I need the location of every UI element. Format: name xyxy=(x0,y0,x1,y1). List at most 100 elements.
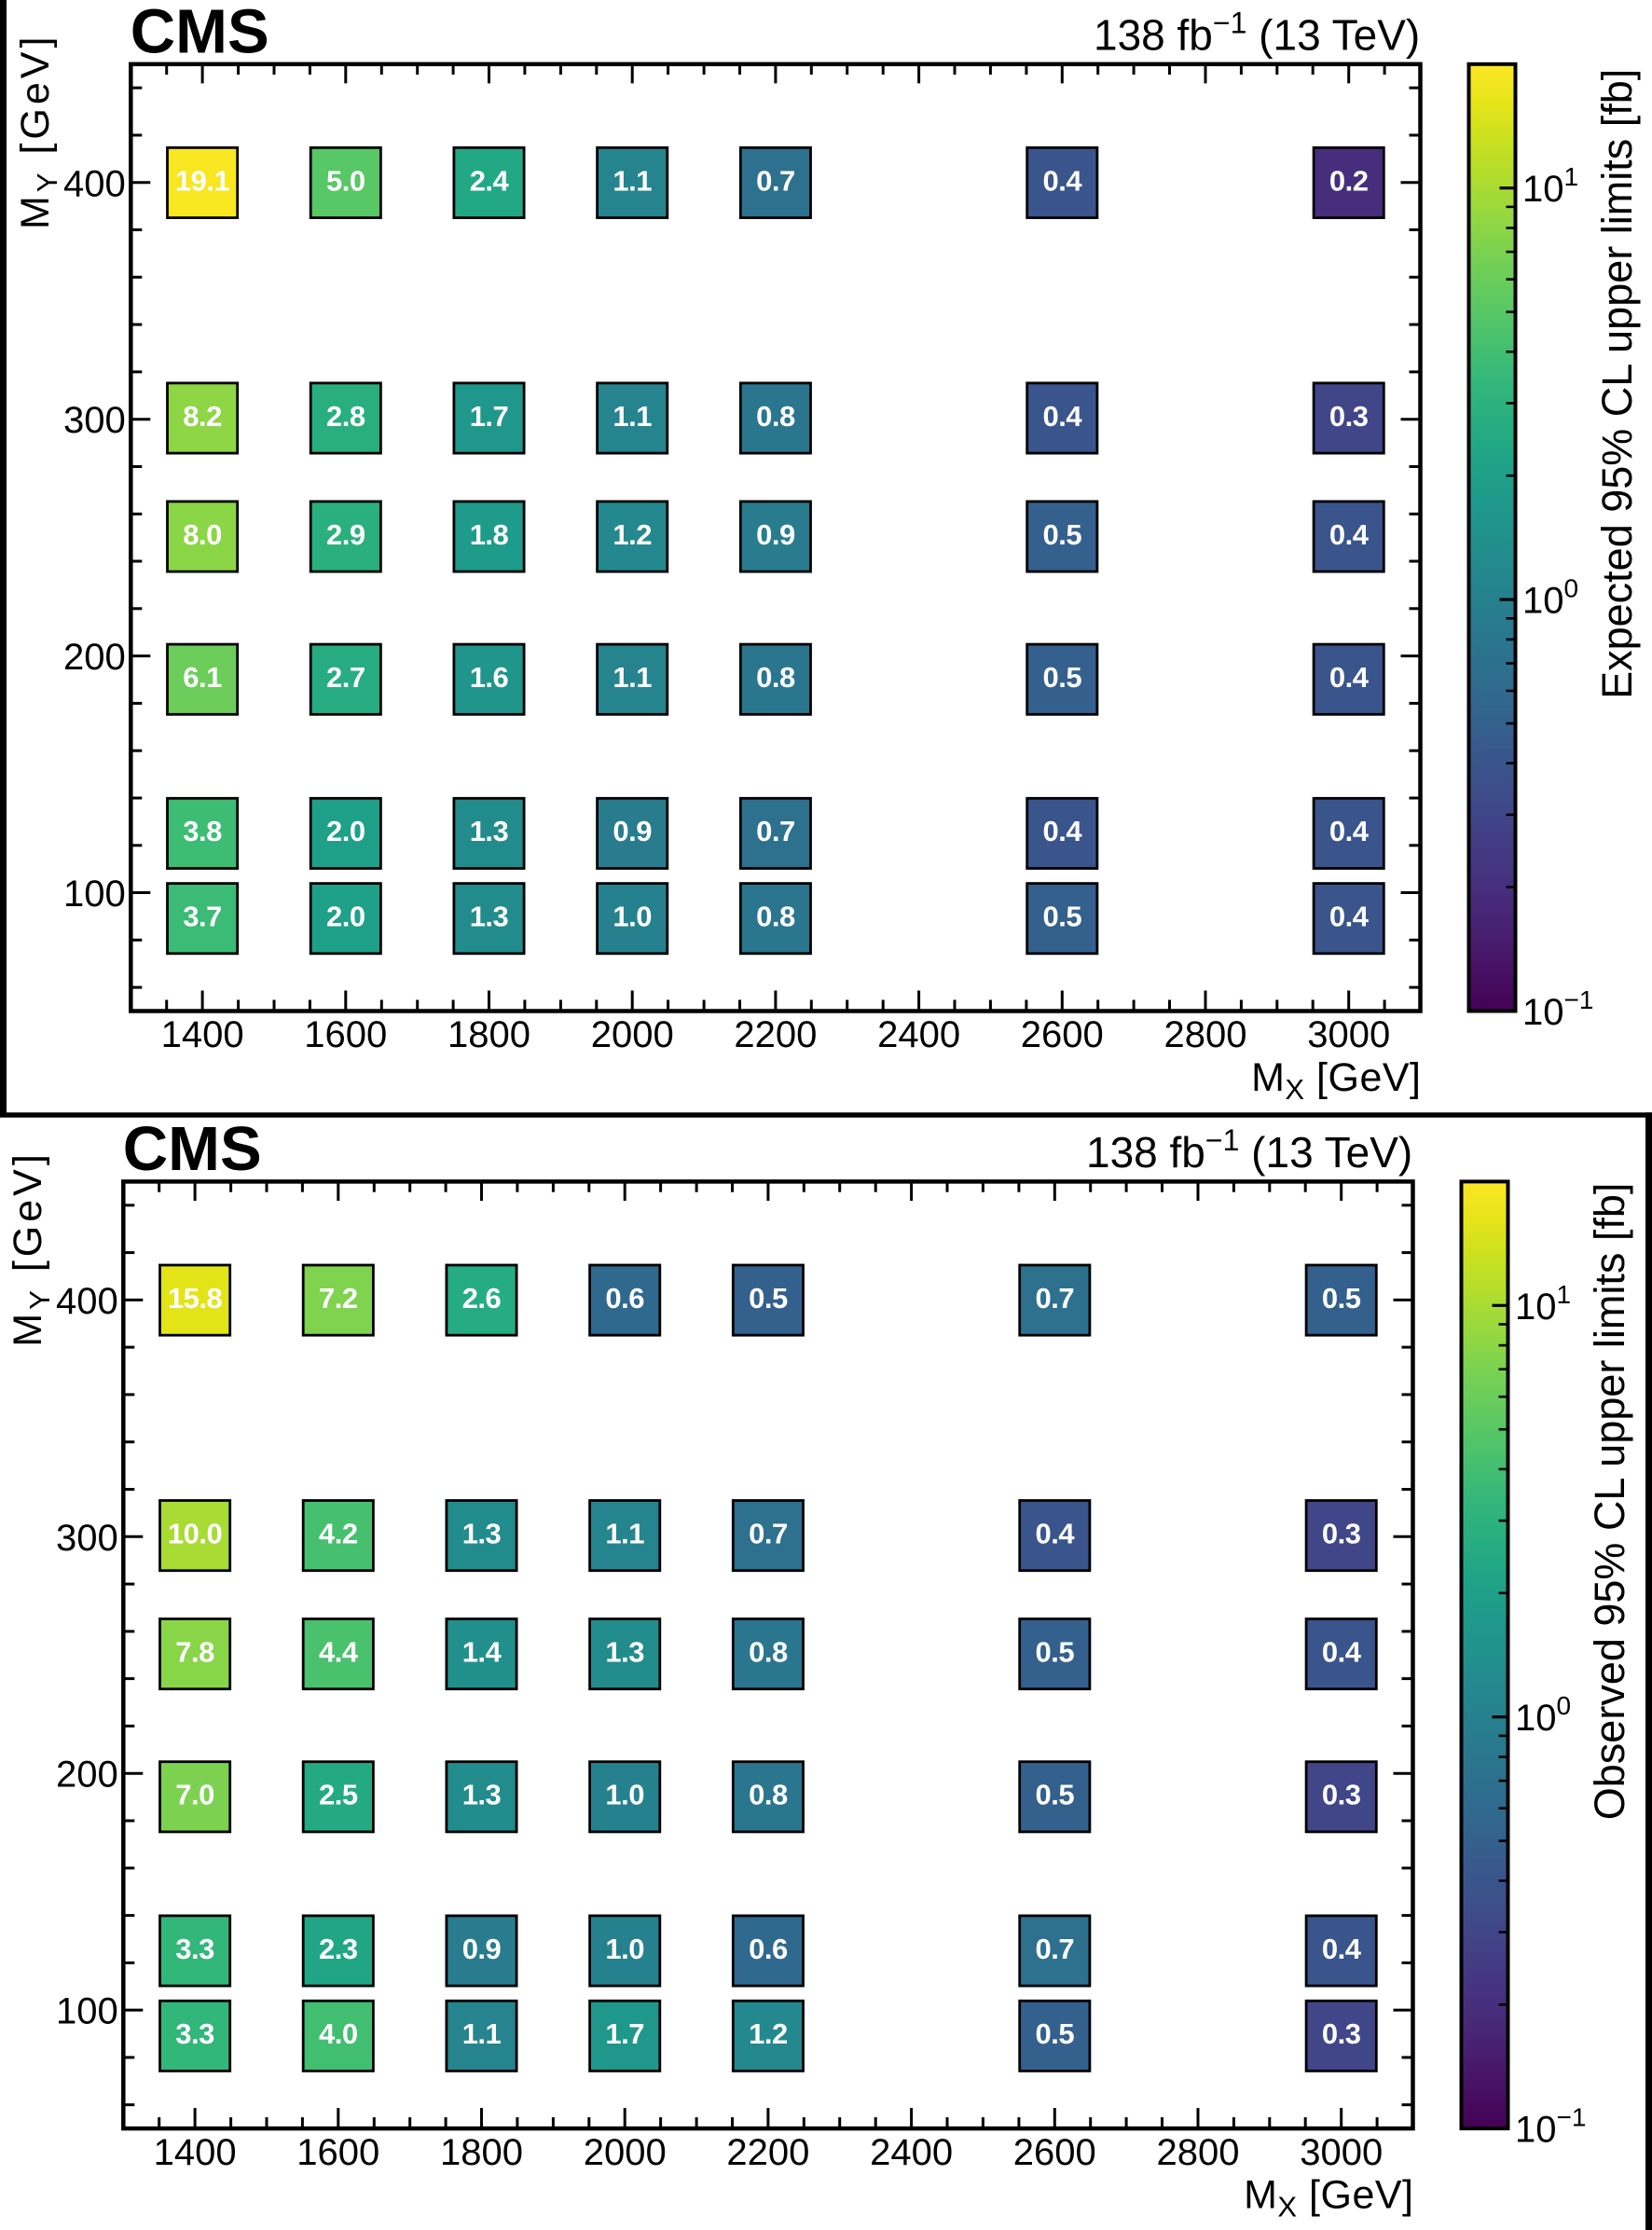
svg-text:300: 300 xyxy=(63,400,126,441)
svg-text:0.4: 0.4 xyxy=(1329,518,1370,551)
svg-text:1.3: 1.3 xyxy=(470,901,509,933)
svg-text:10.0: 10.0 xyxy=(168,1517,222,1549)
svg-text:8.2: 8.2 xyxy=(183,400,222,433)
svg-text:0.8: 0.8 xyxy=(749,1779,788,1811)
svg-text:0.3: 0.3 xyxy=(1322,2017,1361,2050)
svg-text:1600: 1600 xyxy=(296,2132,379,2173)
svg-text:1.3: 1.3 xyxy=(462,1517,502,1549)
svg-text:0.5: 0.5 xyxy=(1042,661,1081,694)
svg-text:0.3: 0.3 xyxy=(1322,1517,1361,1549)
svg-text:7.0: 7.0 xyxy=(175,1779,214,1811)
svg-text:Observed 95% CL upper limits [: Observed 95% CL upper limits [fb] xyxy=(1586,1183,1633,1821)
svg-text:1400: 1400 xyxy=(154,2132,237,2173)
svg-text:8.0: 8.0 xyxy=(183,518,222,551)
svg-text:0.8: 0.8 xyxy=(756,901,795,933)
svg-text:19.1: 19.1 xyxy=(175,164,230,197)
svg-text:400: 400 xyxy=(56,1281,118,1322)
svg-text:2.4: 2.4 xyxy=(470,164,510,197)
svg-text:3000: 3000 xyxy=(1307,1014,1390,1055)
svg-text:1.4: 1.4 xyxy=(462,1635,502,1668)
svg-text:1.0: 1.0 xyxy=(605,1779,644,1811)
svg-text:2800: 2800 xyxy=(1164,1014,1247,1055)
svg-text:4.2: 4.2 xyxy=(319,1517,358,1549)
svg-text:2.5: 2.5 xyxy=(319,1779,358,1811)
svg-text:138 fb−1 (13 TeV): 138 fb−1 (13 TeV) xyxy=(1086,1123,1412,1177)
svg-text:1.1: 1.1 xyxy=(613,164,652,197)
svg-text:Expected 95% CL upper limits [: Expected 95% CL upper limits [fb] xyxy=(1593,69,1641,699)
svg-text:2800: 2800 xyxy=(1157,2132,1240,2173)
svg-text:0.8: 0.8 xyxy=(756,661,795,694)
svg-text:1.1: 1.1 xyxy=(613,661,652,694)
svg-text:2400: 2400 xyxy=(877,1014,960,1055)
svg-text:0.2: 0.2 xyxy=(1329,164,1369,197)
svg-text:1600: 1600 xyxy=(304,1014,387,1055)
svg-text:1.0: 1.0 xyxy=(613,901,652,933)
svg-text:0.3: 0.3 xyxy=(1322,1779,1361,1811)
svg-text:0.8: 0.8 xyxy=(756,400,795,433)
svg-text:0.5: 0.5 xyxy=(1035,1779,1074,1811)
svg-text:1.3: 1.3 xyxy=(470,815,509,847)
svg-text:2.0: 2.0 xyxy=(326,901,365,933)
svg-text:0.7: 0.7 xyxy=(756,815,795,847)
svg-text:2.3: 2.3 xyxy=(319,1933,358,1965)
svg-text:4.0: 4.0 xyxy=(319,2017,358,2050)
svg-text:CMS: CMS xyxy=(123,1114,262,1184)
svg-text:1800: 1800 xyxy=(447,1014,530,1055)
svg-text:2.8: 2.8 xyxy=(326,400,365,433)
svg-text:0.8: 0.8 xyxy=(749,1635,788,1668)
svg-text:MX [GeV]: MX [GeV] xyxy=(1251,1055,1421,1106)
svg-text:7.2: 7.2 xyxy=(319,1282,358,1315)
svg-text:0.6: 0.6 xyxy=(749,1933,788,1965)
svg-text:MY [GeV]: MY [GeV] xyxy=(13,34,63,229)
svg-text:200: 200 xyxy=(56,1755,118,1796)
svg-text:0.4: 0.4 xyxy=(1329,661,1370,694)
svg-text:0.5: 0.5 xyxy=(1042,518,1081,551)
svg-text:0.5: 0.5 xyxy=(1042,901,1081,933)
svg-text:15.8: 15.8 xyxy=(168,1282,223,1315)
svg-text:2200: 2200 xyxy=(726,2132,809,2173)
svg-text:0.3: 0.3 xyxy=(1329,400,1369,433)
svg-text:0.4: 0.4 xyxy=(1042,400,1082,433)
svg-text:2.9: 2.9 xyxy=(326,518,365,551)
svg-text:6.1: 6.1 xyxy=(183,661,222,694)
svg-text:2400: 2400 xyxy=(870,2132,953,2173)
svg-text:1.2: 1.2 xyxy=(749,2017,788,2050)
svg-text:1.7: 1.7 xyxy=(470,400,509,433)
svg-text:0.9: 0.9 xyxy=(756,518,795,551)
svg-text:1.1: 1.1 xyxy=(462,2017,502,2050)
svg-text:0.5: 0.5 xyxy=(1035,2017,1074,2050)
svg-text:0.7: 0.7 xyxy=(749,1517,788,1549)
svg-text:1.7: 1.7 xyxy=(605,2017,644,2050)
svg-text:3.3: 3.3 xyxy=(175,2017,214,2050)
svg-text:1800: 1800 xyxy=(440,2132,523,2173)
svg-text:2600: 2600 xyxy=(1013,2132,1096,2173)
svg-text:0.9: 0.9 xyxy=(613,815,652,847)
svg-text:1.1: 1.1 xyxy=(605,1517,644,1549)
svg-text:200: 200 xyxy=(63,637,126,678)
svg-text:0.5: 0.5 xyxy=(1035,1635,1074,1668)
svg-text:1.8: 1.8 xyxy=(470,518,509,551)
svg-text:1.1: 1.1 xyxy=(613,400,652,433)
svg-text:0.4: 0.4 xyxy=(1042,164,1082,197)
svg-text:400: 400 xyxy=(63,163,126,204)
svg-text:1.0: 1.0 xyxy=(605,1933,644,1965)
svg-text:3.8: 3.8 xyxy=(183,815,222,847)
svg-text:0.4: 0.4 xyxy=(1322,1635,1362,1668)
svg-text:138 fb−1 (13 TeV): 138 fb−1 (13 TeV) xyxy=(1094,6,1420,59)
svg-text:2000: 2000 xyxy=(591,1014,674,1055)
svg-text:300: 300 xyxy=(56,1518,118,1559)
svg-text:2.6: 2.6 xyxy=(462,1282,502,1315)
svg-text:3.7: 3.7 xyxy=(183,901,222,933)
svg-text:0.4: 0.4 xyxy=(1329,901,1370,933)
svg-text:3000: 3000 xyxy=(1300,2132,1383,2173)
svg-text:100: 100 xyxy=(56,1991,118,2032)
svg-text:0.7: 0.7 xyxy=(1035,1933,1074,1965)
svg-text:0.6: 0.6 xyxy=(605,1282,644,1315)
svg-text:1400: 1400 xyxy=(161,1014,244,1055)
svg-text:MY [GeV]: MY [GeV] xyxy=(6,1150,56,1346)
svg-text:0.5: 0.5 xyxy=(1322,1282,1361,1315)
svg-text:0.4: 0.4 xyxy=(1329,815,1370,847)
svg-text:1.2: 1.2 xyxy=(613,518,652,551)
svg-text:7.8: 7.8 xyxy=(175,1635,214,1668)
svg-text:1.6: 1.6 xyxy=(470,661,509,694)
